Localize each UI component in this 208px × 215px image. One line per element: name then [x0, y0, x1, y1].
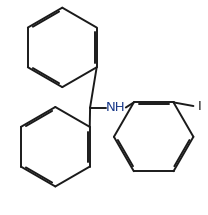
Text: I: I: [197, 100, 201, 112]
Text: NH: NH: [106, 101, 126, 114]
